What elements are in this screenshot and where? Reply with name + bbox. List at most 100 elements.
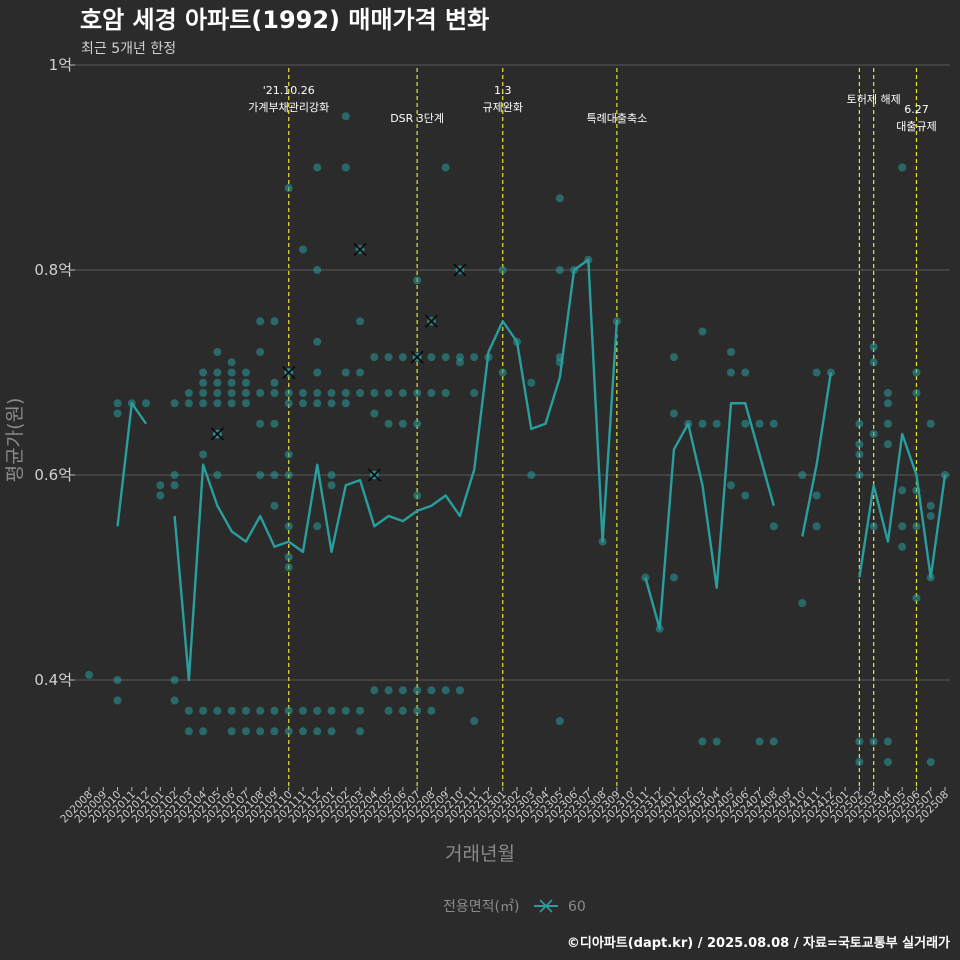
transaction-point	[384, 389, 393, 397]
average-price-segment	[858, 432, 947, 579]
transaction-point	[698, 737, 707, 746]
transaction-point	[470, 389, 479, 397]
chart-title: 호암 세경 아파트(1992) 매매가격 변화	[80, 6, 489, 34]
transaction-point	[199, 450, 208, 459]
transaction-point	[926, 501, 935, 510]
transaction-point	[213, 389, 222, 397]
highlight-cross-icon	[453, 263, 467, 277]
transaction-point	[341, 389, 350, 397]
transaction-point	[912, 368, 921, 377]
transaction-point	[812, 522, 821, 531]
transaction-point	[883, 419, 892, 428]
legend-title: 전용면적(㎡)	[443, 899, 519, 915]
transaction-point	[384, 419, 393, 428]
transaction-point	[184, 727, 193, 736]
average-price-segment	[801, 372, 833, 537]
transaction-point	[284, 389, 293, 397]
transaction-point	[741, 419, 750, 428]
transaction-point	[313, 389, 322, 397]
transaction-point	[142, 399, 151, 408]
transaction-point	[869, 358, 878, 367]
event-label: 규제완화	[482, 101, 522, 114]
transaction-point	[356, 389, 365, 397]
transaction-point	[855, 758, 864, 766]
transaction-point	[798, 471, 807, 479]
transaction-point	[284, 184, 293, 192]
transaction-point	[413, 706, 422, 715]
transaction-point	[241, 399, 250, 408]
transaction-point	[156, 491, 165, 500]
transaction-point	[241, 389, 250, 397]
transaction-point	[184, 389, 193, 397]
transaction-point	[241, 706, 250, 715]
transaction-point	[712, 737, 721, 746]
transaction-point	[299, 245, 307, 254]
transaction-point	[498, 266, 507, 274]
transaction-point	[227, 378, 236, 387]
grid-lines	[70, 64, 950, 791]
transaction-point	[270, 471, 279, 479]
transaction-point	[199, 399, 208, 408]
average-price-line	[116, 258, 947, 682]
transaction-point	[698, 327, 707, 336]
event-label: 가계부채관리강화	[248, 101, 329, 114]
chart-subtitle: 최근 5개년 한정	[81, 41, 176, 57]
transaction-point	[384, 706, 393, 715]
legend-series-label: 60	[568, 899, 586, 915]
transaction-point	[199, 378, 208, 387]
transaction-point	[398, 686, 407, 695]
transaction-point	[270, 317, 279, 326]
transaction-point	[455, 686, 464, 695]
transaction-point	[869, 737, 878, 746]
transaction-point	[327, 471, 336, 479]
transaction-point	[256, 706, 265, 715]
transaction-point	[170, 696, 179, 705]
transaction-point	[869, 342, 878, 351]
transaction-point	[855, 419, 864, 428]
transaction-point	[812, 491, 821, 500]
transaction-point	[313, 399, 322, 408]
transaction-point	[227, 368, 236, 377]
transaction-point	[441, 353, 450, 362]
transaction-point	[398, 389, 407, 397]
transaction-point	[413, 419, 422, 428]
transaction-point	[284, 399, 293, 408]
y-axis-title: 평균가(원)	[4, 398, 26, 483]
transaction-point	[555, 717, 564, 725]
transaction-point	[441, 163, 450, 172]
transaction-point	[341, 706, 350, 715]
highlight-cross-icon	[410, 350, 424, 364]
transaction-point	[883, 440, 892, 449]
transaction-point	[241, 378, 250, 387]
transaction-point	[299, 399, 307, 408]
transaction-point	[398, 706, 407, 715]
transaction-point	[327, 727, 336, 736]
transaction-point	[912, 522, 921, 531]
transaction-point	[356, 368, 365, 377]
transaction-point	[299, 727, 307, 736]
transaction-point	[669, 573, 678, 582]
transaction-point	[698, 419, 707, 428]
transaction-point	[883, 758, 892, 766]
transaction-point	[184, 399, 193, 408]
transaction-point	[256, 317, 265, 326]
transaction-point	[184, 706, 193, 715]
transaction-point	[199, 727, 208, 736]
transaction-point	[669, 353, 678, 362]
transaction-point	[256, 727, 265, 736]
highlight-cross-icon	[210, 427, 225, 441]
transaction-point	[313, 163, 322, 172]
transaction-point	[883, 737, 892, 746]
transaction-point	[213, 378, 222, 387]
chart-caption: ©디아파트(dapt.kr) / 2025.08.08 / 자료=국토교통부 실…	[567, 935, 950, 951]
transaction-point	[926, 512, 935, 520]
transaction-point	[213, 348, 222, 356]
transaction-point	[270, 378, 279, 387]
highlight-markers	[210, 242, 467, 482]
transaction-point	[227, 399, 236, 408]
transaction-point	[284, 553, 293, 561]
legend-cross-icon	[539, 899, 553, 913]
transaction-point	[727, 481, 735, 490]
event-label: 토허제 해제	[847, 92, 901, 106]
